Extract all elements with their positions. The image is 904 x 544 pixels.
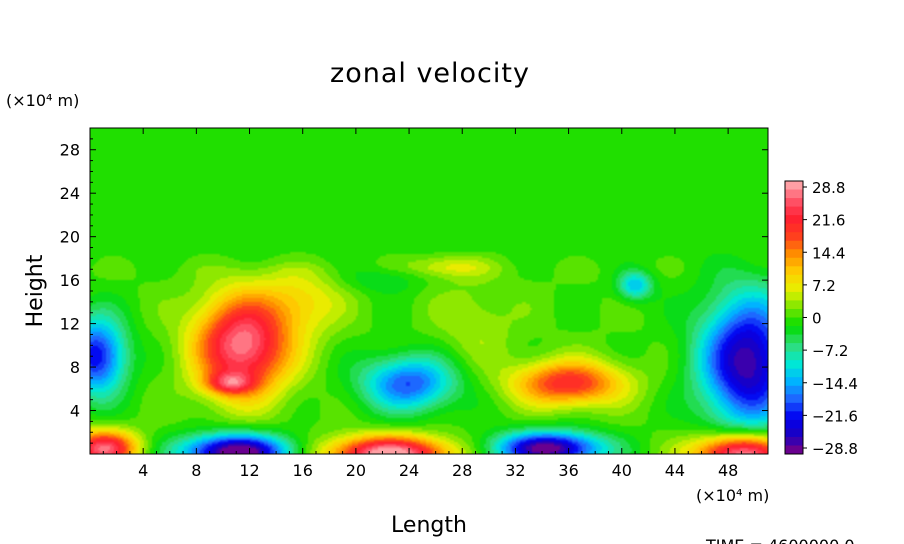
x-axis-unit: (×10⁴ m) xyxy=(696,486,769,505)
colorbar-cell xyxy=(785,206,803,216)
x-tick-label: 20 xyxy=(346,461,366,480)
colorbar-cell xyxy=(785,181,803,191)
x-tick-label: 4 xyxy=(138,461,148,480)
colorbar-cell xyxy=(785,223,803,233)
x-axis-label: Length xyxy=(391,513,467,538)
y-axis: 4 8 12 16 20 24 28 xyxy=(60,127,768,455)
colorbar-cell xyxy=(785,300,803,310)
colorbar-cell xyxy=(785,385,803,395)
colorbar-cell xyxy=(785,308,803,318)
x-tick-label: 48 xyxy=(718,461,738,480)
colorbar-label: 28.8 xyxy=(812,179,845,197)
y-tick-label: 28 xyxy=(60,141,80,160)
colorbar-cell xyxy=(785,274,803,284)
y-tick-label: 12 xyxy=(60,315,80,334)
colorbar-cell xyxy=(785,402,803,412)
chart-title: zonal velocity xyxy=(330,58,530,89)
heatmap-image xyxy=(90,128,768,454)
colorbar-cell xyxy=(785,283,803,293)
colorbar-cell xyxy=(785,343,803,353)
colorbar-cell xyxy=(785,189,803,199)
x-tick-label: 40 xyxy=(612,461,632,480)
colorbar-label: 14.4 xyxy=(812,244,845,262)
y-tick-label: 20 xyxy=(60,228,80,247)
colorbar: 28.8 21.6 14.4 7.2 0 −7.2 −14.4 −21.6 −28.8 xyxy=(784,179,858,458)
colorbar-cell xyxy=(785,249,803,259)
colorbar-cell xyxy=(785,198,803,208)
colorbar-cell xyxy=(785,419,803,429)
colorbar-cell xyxy=(785,215,803,225)
colorbar-cell xyxy=(785,266,803,276)
x-tick-label: 24 xyxy=(399,461,419,480)
y-axis-unit: (×10⁴ m) xyxy=(6,91,79,110)
y-axis-label: Height xyxy=(23,254,48,327)
colorbar-cell xyxy=(785,445,803,455)
y-tick-label: 4 xyxy=(70,402,80,421)
colorbar-label: 21.6 xyxy=(812,212,845,230)
colorbar-cell xyxy=(785,257,803,267)
colorbar-cell xyxy=(785,436,803,446)
x-tick-label: 36 xyxy=(558,461,578,480)
time-label: TIME = 4600000.0 xyxy=(705,536,855,544)
y-tick-label: 24 xyxy=(60,184,80,203)
colorbar-cell xyxy=(785,326,803,336)
colorbar-cell xyxy=(785,368,803,378)
colorbar-cell xyxy=(785,334,803,344)
colorbar-label: 7.2 xyxy=(812,277,836,295)
colorbar-cell xyxy=(785,360,803,370)
colorbar-label: −28.8 xyxy=(812,440,858,458)
colorbar-cell xyxy=(785,351,803,361)
x-tick-label: 44 xyxy=(665,461,685,480)
colorbar-cell xyxy=(785,240,803,250)
x-axis: 4 8 12 16 20 24 28 32 36 40 44 48 xyxy=(89,128,769,480)
y-tick-label: 8 xyxy=(70,358,80,377)
colorbar-label: 0 xyxy=(812,310,822,328)
x-tick-label: 12 xyxy=(239,461,259,480)
plot-area xyxy=(89,127,769,455)
colorbar-cell xyxy=(785,394,803,404)
colorbar-label: −21.6 xyxy=(812,407,858,425)
x-tick-label: 8 xyxy=(191,461,201,480)
colorbar-label: −14.4 xyxy=(812,375,858,393)
colorbar-cell xyxy=(785,428,803,438)
colorbar-cell xyxy=(785,377,803,387)
x-tick-label: 32 xyxy=(505,461,525,480)
colorbar-cell xyxy=(785,411,803,421)
colorbar-cell xyxy=(785,291,803,301)
colorbar-cell xyxy=(785,232,803,242)
x-tick-label: 16 xyxy=(293,461,313,480)
colorbar-label: −7.2 xyxy=(812,342,848,360)
y-tick-label: 16 xyxy=(60,271,80,290)
colorbar-cell xyxy=(785,317,803,327)
x-tick-label: 28 xyxy=(452,461,472,480)
